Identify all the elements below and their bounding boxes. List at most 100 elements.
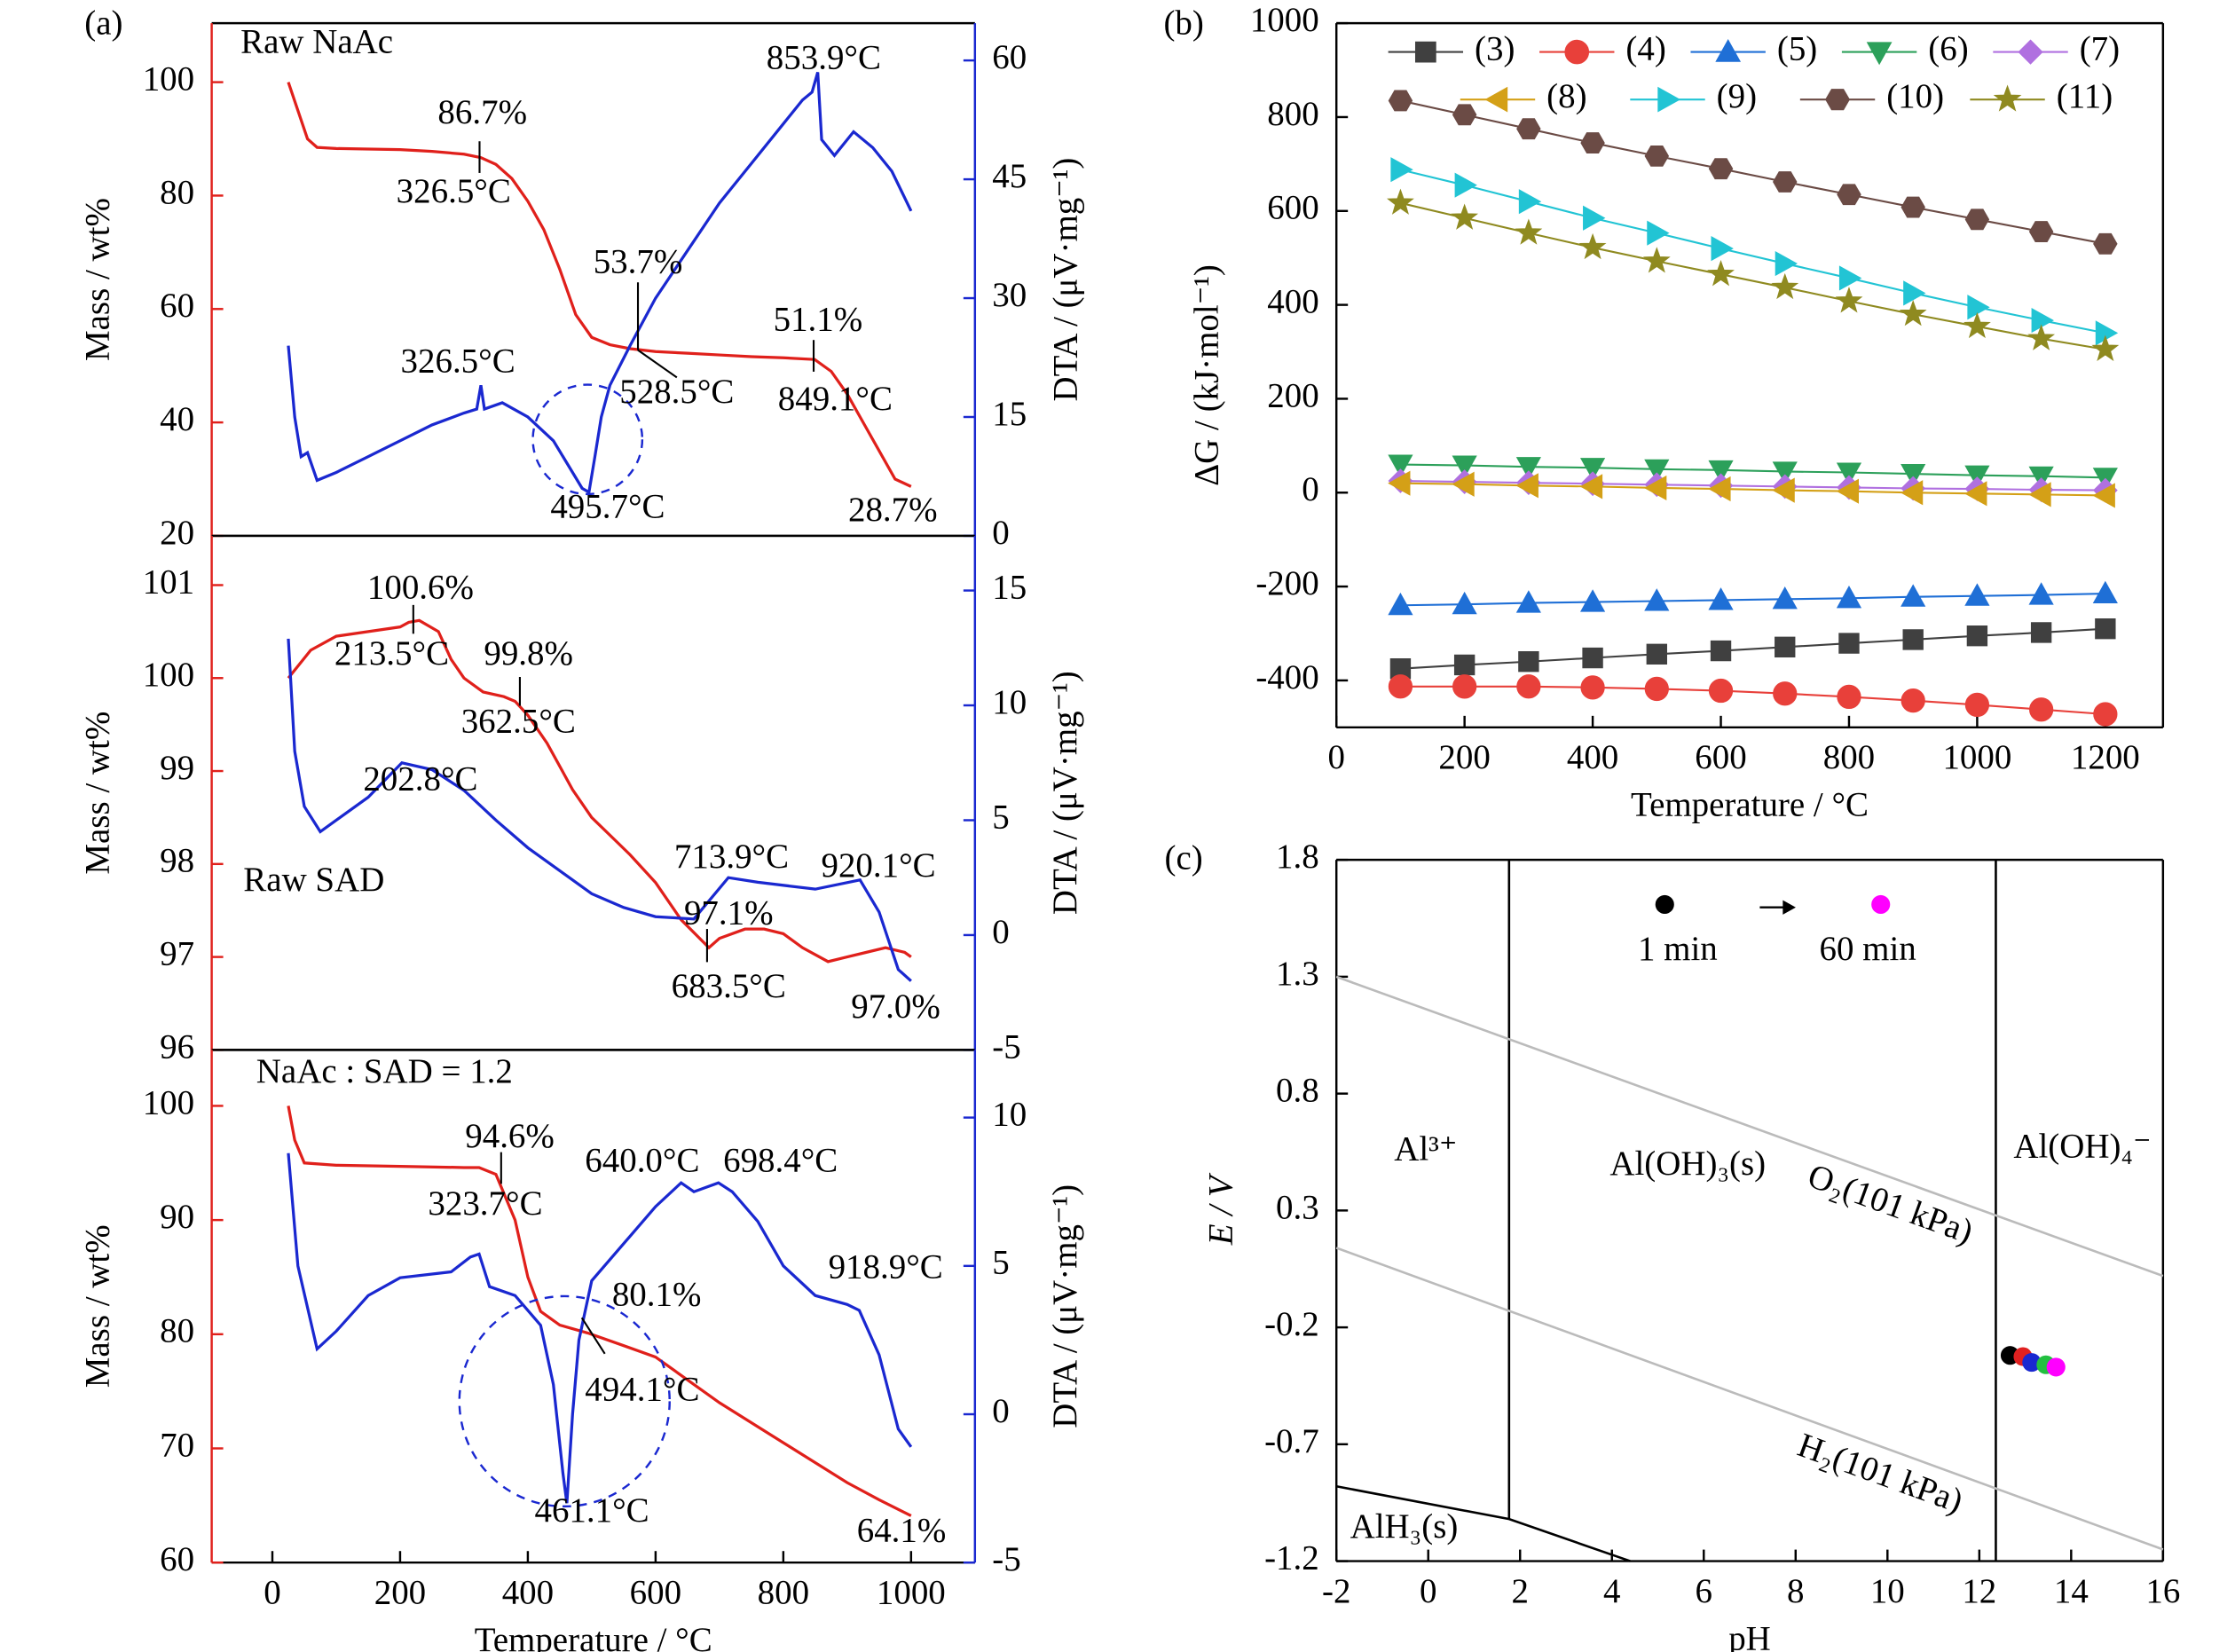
data-point [1711,236,1734,262]
annotation: 100.6% [367,569,474,607]
annotation: 94.6% [465,1117,555,1155]
data-point [1518,189,1542,215]
data-point [1838,633,1860,654]
y-tick-label: -0.7 [1264,1422,1319,1460]
data-point [1837,184,1861,206]
data-point [2093,232,2118,255]
data-point [1901,464,1926,487]
data-point [1579,474,1603,500]
y-tick-label: 101 [143,562,194,601]
data-point [1903,280,1926,306]
data-line [1400,169,2106,334]
y-tick-label: 100 [143,656,194,694]
data-point [2028,482,2051,507]
data-point [2028,221,2054,242]
data-point [1387,188,1414,215]
annotation: Raw SAD [243,861,384,899]
x-tick-label: 16 [2145,1572,2180,1610]
data-point [1515,218,1543,245]
y-tick-label: 96 [160,1027,194,1066]
data-point [1515,457,1541,480]
data-point [1708,158,1734,180]
data-point [1388,90,1413,112]
x-tick-label: 4 [1603,1572,1620,1610]
legend-marker [1866,42,1893,66]
annotation: 53.7% [594,243,683,281]
y-tick-label: 600 [1267,189,1318,227]
data-point [1578,232,1607,260]
data-point [1708,587,1734,610]
x-axis-label: Temperature / °C [475,1621,712,1652]
y-tick-label: 400 [1267,283,1318,321]
data-point [2092,580,2118,604]
y-tick-label: 40 [160,400,194,438]
annotation: 86.7% [437,93,527,131]
y-tick-label: 20 [160,514,194,552]
y-tick-label: 0 [1302,470,1318,508]
x-tick-label: 800 [758,1573,809,1611]
y-tick-label: 0.3 [1276,1188,1319,1226]
annotation: 640.0°C [585,1142,699,1180]
y-tick-label: 5 [992,1244,1009,1282]
data-point [2028,466,2054,490]
data-point [1963,311,1991,339]
data-point [1901,688,1925,713]
data-point [1583,205,1606,231]
y-tick-label: 1.3 [1276,955,1319,993]
legend-marker [1871,894,1891,915]
data-point [2093,702,2118,727]
annotation: 326.5°C [397,172,511,210]
region-label: Al³⁺ [1394,1130,1457,1168]
data-point [1451,203,1479,230]
data-point [1388,470,1411,496]
y-tick-label: 15 [992,569,1027,607]
y-tick-label: -1.2 [1264,1539,1319,1577]
data-line [287,72,913,495]
data-point [1389,657,1412,680]
annotation: 326.5°C [401,342,515,381]
x-axis-label: pH [1728,1619,1771,1652]
data-line [287,82,912,488]
data-line [1400,592,2105,607]
data-line [287,618,912,964]
x-tick-label: 1000 [877,1573,946,1611]
legend-label: (8) [1546,77,1586,115]
legend-marker [1484,86,1508,113]
legend-label: 1 min [1638,930,1718,968]
data-point [1644,145,1670,167]
data-point [1643,475,1667,501]
x-tick-label: 200 [1438,738,1490,776]
x-tick-label: 12 [1962,1572,1996,1610]
panel-label: (b) [1163,4,1203,42]
annotation: 920.1°C [821,846,935,885]
y-tick-label: 30 [992,276,1027,314]
data-line [287,1152,913,1504]
boundary-line [1335,975,2164,1278]
data-point [1708,678,1734,704]
data-point [1901,196,1925,218]
data-point [2092,483,2115,508]
annotation: 698.4°C [723,1142,838,1180]
data-point [1902,629,1924,650]
y-tick-label: 100 [143,1083,194,1121]
y-tick-label: 5 [992,798,1009,836]
annotation: 202.8°C [363,759,477,798]
y-tick-label: 0.8 [1276,1072,1319,1110]
legend-marker [1715,38,1742,62]
legend-label: (4) [1625,30,1665,68]
annotation: 528.5°C [619,373,734,411]
data-point [1515,473,1539,499]
data-point [1453,654,1476,676]
x-tick-label: 2 [1512,1572,1529,1610]
data-point [2030,622,2052,643]
y-tick-label: 1.8 [1276,838,1319,876]
annotation: 213.5°C [334,634,449,673]
x-tick-label: 6 [1696,1572,1712,1610]
y-tick-label: -5 [992,1027,1020,1066]
y-tick-label: 10 [992,1096,1027,1134]
region-label: Al(OH)₃(s) [1609,1145,1766,1183]
data-line [1400,463,2105,479]
data-point [2095,618,2116,640]
data-point [2091,334,2120,361]
